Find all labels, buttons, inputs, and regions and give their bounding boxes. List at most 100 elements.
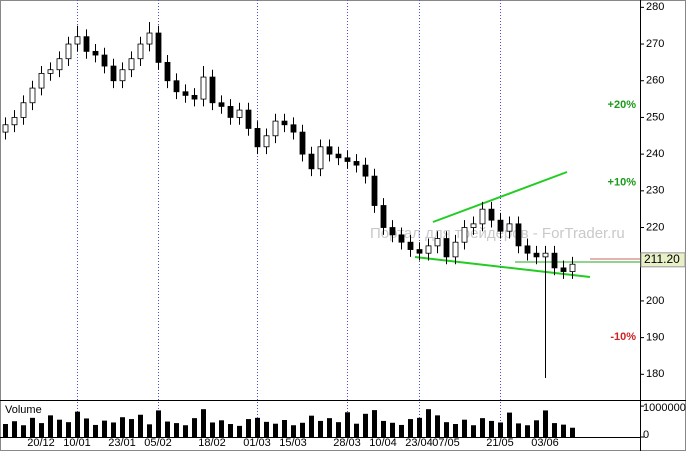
- candle-body: [326, 146, 333, 155]
- x-tick-label: 28/03: [333, 437, 361, 449]
- candle-body: [182, 91, 189, 96]
- trend-line-lower: [414, 256, 591, 278]
- candle-body: [74, 36, 81, 45]
- volume-bar: [516, 423, 521, 437]
- volume-bar: [309, 415, 314, 437]
- volume-bar: [120, 417, 125, 437]
- volume-bar: [219, 420, 224, 437]
- volume-tick-label: 1000000: [643, 402, 686, 414]
- volume-bar: [291, 425, 296, 437]
- volume-bar: [534, 420, 539, 437]
- x-tick-label: 01/03: [243, 437, 271, 449]
- volume-bar: [273, 423, 278, 437]
- volume-bar: [210, 422, 215, 437]
- volume-bar: [21, 425, 26, 437]
- y-tick-label: 230: [646, 185, 664, 197]
- volume-bar: [48, 415, 53, 437]
- x-tick-label: 23/01: [108, 437, 136, 449]
- volume-bar: [408, 419, 413, 437]
- candle-body: [38, 72, 45, 89]
- x-tick-label: 10/01: [63, 437, 91, 449]
- volume-bar: [543, 410, 548, 437]
- y-tick-label: 260: [646, 75, 664, 87]
- volume-bar: [228, 424, 233, 437]
- volume-bar: [75, 411, 80, 437]
- volume-bar: [426, 409, 431, 437]
- candle-body: [101, 54, 108, 67]
- candle-body: [524, 245, 531, 254]
- candle-body: [254, 128, 261, 148]
- volume-bar: [192, 418, 197, 437]
- candle-body: [29, 87, 36, 104]
- volume-bar: [444, 422, 449, 437]
- candle-body: [425, 245, 432, 254]
- candle-body: [398, 234, 405, 243]
- candle-body: [443, 238, 450, 258]
- candle-body: [83, 36, 90, 52]
- y-tick-label: 220: [646, 221, 664, 233]
- volume-bar: [498, 422, 503, 437]
- annotation: +20%: [608, 99, 637, 111]
- volume-bar: [525, 425, 530, 437]
- candle-body: [407, 241, 414, 250]
- volume-bar: [39, 423, 44, 437]
- candle-body: [20, 102, 27, 118]
- volume-bar: [84, 418, 89, 437]
- candle-body: [173, 80, 180, 93]
- x-tick-label: 07/05: [432, 437, 460, 449]
- candle-body: [371, 175, 378, 206]
- volume-bar: [327, 418, 332, 437]
- last-price-box: [640, 252, 686, 268]
- x-tick-label: 20/12: [27, 437, 55, 449]
- candle-body: [380, 205, 387, 228]
- volume-bar: [300, 422, 305, 437]
- watermark: Портал для трейдеров - ForTrader.ru: [370, 225, 625, 242]
- volume-bar: [165, 421, 170, 437]
- volume-bar: [156, 410, 161, 437]
- candle-body: [290, 124, 297, 133]
- volume-bar: [570, 427, 575, 437]
- volume-bar: [246, 419, 251, 437]
- volume-bar: [363, 413, 368, 437]
- volume-bar: [93, 424, 98, 437]
- candle-body: [308, 153, 315, 170]
- candle-body: [218, 102, 225, 107]
- volume-bar: [12, 421, 17, 437]
- volume-bar: [489, 420, 494, 437]
- candle-body: [209, 76, 216, 104]
- x-tick-label: 05/02: [144, 437, 172, 449]
- volume-bar: [201, 409, 206, 437]
- volume-bar: [138, 414, 143, 437]
- candle-body: [434, 238, 441, 247]
- candle-body: [317, 146, 324, 170]
- candle-body: [119, 69, 126, 82]
- candle-body: [110, 65, 117, 82]
- candle-body: [353, 161, 360, 166]
- volume-tick-label: 0: [643, 429, 649, 441]
- candle-body: [47, 69, 54, 74]
- volume-bar: [282, 420, 287, 437]
- volume-bar: [480, 418, 485, 437]
- candle-body: [488, 208, 495, 221]
- y-tick-label: 280: [646, 1, 664, 13]
- volume-bar: [471, 425, 476, 437]
- y-tick-label: 190: [646, 332, 664, 344]
- volume-bar: [57, 419, 62, 437]
- candle-body: [272, 120, 279, 137]
- candle-body: [191, 95, 198, 100]
- volume-bar: [264, 421, 269, 437]
- y-tick-label: 270: [646, 38, 664, 50]
- candle-body: [362, 164, 369, 177]
- trend-line-upper: [432, 171, 568, 223]
- volume-bar: [237, 425, 242, 437]
- candle-body: [164, 61, 171, 82]
- x-tick-label: 18/02: [198, 437, 226, 449]
- annotation: -10%: [610, 331, 636, 343]
- candle-body: [92, 50, 99, 56]
- volume-bar: [3, 424, 8, 437]
- volume-bar: [174, 423, 179, 437]
- candle-body: [533, 252, 540, 258]
- volume-bar: [381, 420, 386, 437]
- candle-body: [137, 43, 144, 60]
